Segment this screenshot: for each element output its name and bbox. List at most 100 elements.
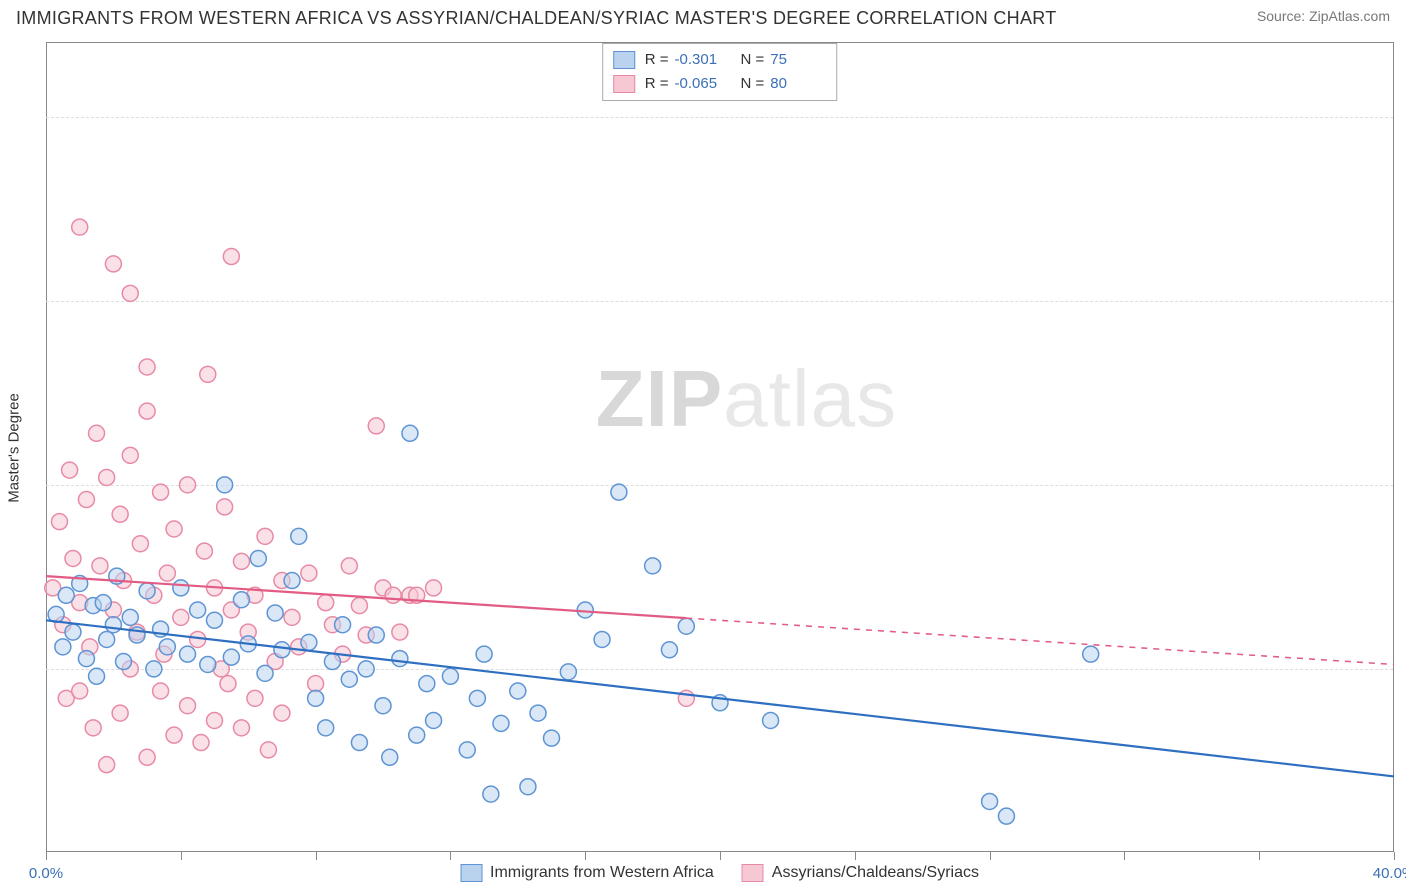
- scatter-point: [51, 514, 67, 530]
- legend-swatch-blue: [613, 51, 635, 69]
- scatter-point: [645, 558, 661, 574]
- scatter-point: [223, 249, 239, 265]
- chart-area: Master's Degree ZIPatlas 12.5%25.0%37.5%…: [46, 42, 1394, 852]
- x-tick-label: 0.0%: [29, 865, 63, 882]
- x-tick: [1394, 852, 1395, 860]
- y-tick-label: 37.5%: [1399, 292, 1406, 309]
- legend-swatch-pink: [742, 864, 764, 882]
- scatter-point: [95, 595, 111, 611]
- scatter-point: [419, 676, 435, 692]
- scatter-point: [520, 779, 536, 795]
- scatter-point: [577, 602, 593, 618]
- scatter-point: [442, 668, 458, 684]
- scatter-point: [62, 462, 78, 478]
- scatter-point: [257, 665, 273, 681]
- scatter-point: [89, 425, 105, 441]
- trend-line-dashed: [686, 618, 1394, 664]
- scatter-point: [72, 683, 88, 699]
- scatter-point: [358, 661, 374, 677]
- scatter-point: [173, 580, 189, 596]
- legend-item-pink: Assyrians/Chaldeans/Syriacs: [742, 864, 979, 882]
- scatter-point: [247, 690, 263, 706]
- scatter-point: [368, 418, 384, 434]
- r-value-blue: -0.301: [675, 48, 731, 72]
- scatter-point: [159, 639, 175, 655]
- legend-swatch-blue: [460, 864, 482, 882]
- scatter-point: [166, 521, 182, 537]
- scatter-point: [385, 587, 401, 603]
- scatter-point: [426, 712, 442, 728]
- legend-stats-row: R = -0.301 N = 75: [613, 48, 827, 72]
- scatter-point: [112, 506, 128, 522]
- scatter-point: [459, 742, 475, 758]
- scatter-point: [180, 698, 196, 714]
- scatter-point: [116, 654, 132, 670]
- x-tick: [181, 852, 182, 860]
- scatter-point: [72, 219, 88, 235]
- scatter-point: [99, 757, 115, 773]
- scatter-point: [301, 634, 317, 650]
- scatter-point: [99, 631, 115, 647]
- scatter-point: [78, 492, 94, 508]
- scatter-point: [190, 602, 206, 618]
- x-tick: [46, 852, 47, 860]
- scatter-point: [284, 609, 300, 625]
- x-tick: [720, 852, 721, 860]
- scatter-point: [153, 683, 169, 699]
- scatter-point: [351, 598, 367, 614]
- scatter-point: [341, 558, 357, 574]
- scatter-point: [426, 580, 442, 596]
- scatter-point: [284, 573, 300, 589]
- scatter-point: [382, 749, 398, 765]
- scatter-point: [267, 605, 283, 621]
- r-label: R =: [645, 48, 669, 72]
- scatter-point: [1083, 646, 1099, 662]
- scatter-point: [233, 592, 249, 608]
- scatter-point: [65, 550, 81, 566]
- n-value-pink: 80: [770, 72, 826, 96]
- scatter-point: [308, 690, 324, 706]
- y-tick-label: 50.0%: [1399, 108, 1406, 125]
- scatter-point: [351, 735, 367, 751]
- scatter-point: [112, 705, 128, 721]
- legend-label-blue: Immigrants from Western Africa: [490, 864, 714, 882]
- scatter-point: [308, 676, 324, 692]
- scatter-point: [92, 558, 108, 574]
- legend-stats: R = -0.301 N = 75 R = -0.065 N = 80: [602, 43, 838, 101]
- scatter-point: [139, 749, 155, 765]
- scatter-point: [510, 683, 526, 699]
- scatter-point: [392, 651, 408, 667]
- r-label: R =: [645, 72, 669, 96]
- scatter-point: [193, 735, 209, 751]
- scatter-point: [122, 285, 138, 301]
- scatter-point: [217, 499, 233, 515]
- scatter-point: [560, 664, 576, 680]
- scatter-point: [89, 668, 105, 684]
- x-tick: [855, 852, 856, 860]
- scatter-point: [180, 477, 196, 493]
- scatter-point: [611, 484, 627, 500]
- scatter-point: [105, 256, 121, 272]
- scatter-point: [99, 469, 115, 485]
- scatter-point: [55, 639, 71, 655]
- scatter-point: [274, 705, 290, 721]
- scatter-point: [220, 676, 236, 692]
- scatter-point: [335, 617, 351, 633]
- legend-label-pink: Assyrians/Chaldeans/Syriacs: [772, 864, 979, 882]
- scatter-point: [196, 543, 212, 559]
- scatter-point: [318, 595, 334, 611]
- scatter-point: [78, 651, 94, 667]
- scatter-point: [476, 646, 492, 662]
- scatter-point: [132, 536, 148, 552]
- scatter-point: [544, 730, 560, 746]
- scatter-point: [678, 618, 694, 634]
- scatter-point: [274, 642, 290, 658]
- scatter-point: [402, 425, 418, 441]
- legend-swatch-pink: [613, 75, 635, 93]
- legend-stats-row: R = -0.065 N = 80: [613, 72, 827, 96]
- scatter-point: [233, 720, 249, 736]
- x-tick: [990, 852, 991, 860]
- scatter-point: [166, 727, 182, 743]
- scatter-point: [223, 649, 239, 665]
- scatter-point: [368, 627, 384, 643]
